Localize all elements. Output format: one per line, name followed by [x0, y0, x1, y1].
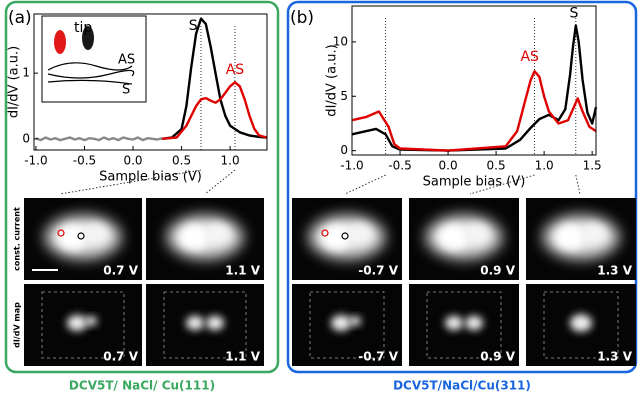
stm-blob	[67, 315, 87, 331]
image-label: 0.9 V	[480, 264, 515, 278]
data-line	[351, 70, 597, 152]
panel-b-frame	[286, 0, 638, 374]
inset-label: S	[122, 83, 130, 98]
annotation: S	[569, 6, 578, 22]
y-axis-label: dI/dV (a.u.)	[325, 44, 340, 116]
x-tick-label: 1.5	[583, 159, 602, 173]
annotation: AS	[520, 49, 539, 65]
annotation: S	[189, 18, 198, 34]
y-tick-label: 1	[22, 66, 30, 80]
panel-a-frame	[4, 0, 280, 374]
image-label: -0.7 V	[358, 264, 398, 278]
image-label: 0.9 V	[480, 350, 515, 364]
x-tick-label: 1.0	[535, 159, 554, 173]
stm-blob	[331, 315, 351, 331]
stm-image	[146, 284, 264, 366]
stm-blob	[186, 315, 204, 331]
connector	[204, 169, 236, 195]
x-tick-label: 1.0	[221, 154, 240, 168]
x-tick-label: -1.0	[24, 154, 47, 168]
stm-blob	[345, 223, 373, 245]
connector	[344, 174, 386, 195]
connector	[469, 174, 535, 195]
plot-frame	[33, 13, 268, 151]
caption: DCV5T/ NaCl/ Cu(111)	[69, 379, 215, 393]
image-label: 1.1 V	[225, 350, 260, 364]
data-line	[351, 24, 598, 152]
stm-blob	[179, 224, 211, 250]
panel-label: (b)	[290, 8, 314, 28]
stm-blob	[555, 224, 587, 250]
stm-blob	[462, 223, 490, 245]
y-tick-label: 5	[340, 89, 348, 103]
stm-blob	[445, 315, 463, 331]
image-label: 1.1 V	[225, 264, 260, 278]
marker	[57, 229, 65, 237]
data-line	[35, 136, 163, 142]
x-axis-label: Sample bias (V)	[423, 175, 526, 190]
connector	[59, 169, 202, 195]
inset-label: AS	[118, 53, 135, 68]
annotation: AS	[226, 62, 245, 78]
caption: DCV5T/NaCl/Cu(311)	[393, 379, 531, 393]
stm-blob	[321, 224, 353, 250]
stm-blob	[570, 314, 592, 332]
stm-blob	[206, 315, 224, 331]
image-label: -0.7 V	[358, 350, 398, 364]
marker	[77, 232, 85, 240]
y-tick-label: 0	[22, 131, 30, 145]
stm-blob	[465, 315, 483, 331]
x-tick-label: -0.5	[73, 154, 96, 168]
marker	[321, 229, 329, 237]
roi	[543, 291, 619, 359]
stm-blob	[349, 316, 361, 326]
stm-blob	[81, 223, 109, 245]
image-label: 1.3 V	[597, 350, 632, 364]
image-label: 1.3 V	[597, 264, 632, 278]
panel-label: (a)	[8, 8, 32, 28]
stm-blob	[438, 224, 470, 250]
x-tick-label: 0.5	[487, 159, 506, 173]
x-tick-label: 0.0	[123, 154, 142, 168]
stm-blob	[579, 223, 607, 245]
image-label: 0.7 V	[103, 350, 138, 364]
data-line	[162, 81, 268, 140]
x-axis-label: Sample bias (V)	[99, 170, 202, 185]
roi	[309, 291, 385, 359]
plot-frame	[351, 5, 597, 156]
roi	[163, 291, 247, 359]
x-tick-label: -1.0	[340, 159, 363, 173]
image-label: 0.7 V	[103, 264, 138, 278]
stm-blob	[57, 224, 89, 250]
y-axis-label: dI/dV (a.u.)	[7, 46, 22, 118]
inset-label: tip	[74, 20, 92, 36]
row-label: dI/dV map	[13, 302, 22, 348]
x-tick-label: -0.5	[388, 159, 411, 173]
marker	[341, 232, 349, 240]
stm-blob	[85, 316, 97, 326]
inset: tip AS S	[41, 15, 147, 103]
x-tick-label: 0.0	[439, 159, 458, 173]
row-label: const. current	[13, 207, 22, 271]
roi	[426, 291, 502, 359]
y-tick-label: 10	[333, 34, 348, 48]
data-line	[162, 17, 268, 140]
stm-blob	[203, 223, 231, 245]
roi	[41, 291, 125, 359]
y-tick-label: 0	[340, 143, 348, 157]
x-tick-label: 0.5	[172, 154, 191, 168]
connector	[575, 174, 581, 195]
